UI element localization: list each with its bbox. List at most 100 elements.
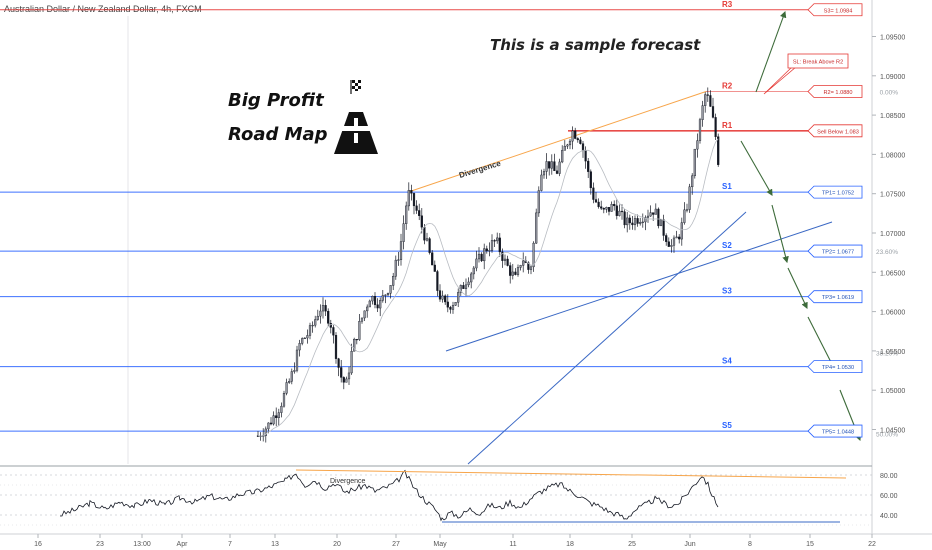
candle-body <box>581 143 585 151</box>
level-box-s4 <box>807 360 863 374</box>
level-name-s1: S1 <box>722 182 732 191</box>
candle-body <box>319 310 322 317</box>
candle-body <box>428 238 431 253</box>
level-name-r3: R3 <box>722 0 733 9</box>
level-box-r3 <box>807 3 863 17</box>
annotations: This is a sample forecast Big Profit Roa… <box>228 36 701 180</box>
candle-body <box>587 160 590 172</box>
time-axis: 16 23 13:00 Apr 7 13 20 27 May 11 18 25 Jun 8 15 22 <box>34 534 876 548</box>
candle-body <box>685 209 689 211</box>
price-tick-label: 1.09000 <box>880 74 905 81</box>
price-axis: 1.09500 1.09000 1.08500 1.08000 1.07500 1.070… <box>872 35 905 435</box>
candle-body <box>475 258 478 269</box>
level-name-r1: R1 <box>722 121 733 130</box>
candle-body <box>418 210 421 216</box>
level-box-r1 <box>807 124 863 138</box>
candle-body <box>698 119 702 141</box>
rsi-tick-label: 80.00 <box>880 473 898 480</box>
candle-body <box>381 295 384 301</box>
candle-body <box>425 238 429 241</box>
candle-body <box>711 106 715 118</box>
candle-body <box>636 218 639 224</box>
candle-body <box>498 237 501 253</box>
candle-body <box>535 212 538 244</box>
rsi-tick-label: 60.00 <box>880 493 898 500</box>
checkered-flag-icon <box>350 80 361 94</box>
support-resistance-lines: R3 R2 R1 S1 S2 S3 S4 S5 <box>0 0 812 432</box>
time-tick-label: 13 <box>271 541 279 548</box>
candle-body <box>675 236 678 239</box>
candle-body <box>561 150 564 163</box>
candle-body <box>568 140 572 146</box>
candle-body <box>470 273 473 283</box>
candle-body <box>641 221 644 223</box>
candle-body <box>553 161 556 172</box>
candle-body <box>371 296 374 302</box>
candle-body <box>555 170 559 174</box>
candle-body <box>327 310 330 324</box>
stop-loss-label: SL: Break Above R2 <box>793 60 843 66</box>
price-tick-label: 1.09500 <box>880 35 905 42</box>
candle-body <box>628 217 631 224</box>
forecast-arrow <box>787 267 808 309</box>
candle-body <box>602 208 605 210</box>
fib-label: 23.60% <box>876 249 898 256</box>
candle-body <box>662 219 665 236</box>
candle-body <box>342 377 345 383</box>
candle-body <box>529 266 533 270</box>
candle-body <box>321 305 325 312</box>
candle-body <box>607 207 611 212</box>
price-tick-label: 1.06500 <box>880 270 905 277</box>
rsi-line <box>60 469 719 522</box>
candle-body <box>678 236 681 240</box>
candle-body <box>438 290 442 300</box>
candle-body <box>454 302 457 306</box>
candle-body <box>600 206 603 209</box>
candle-body <box>376 304 379 309</box>
candle-body <box>407 190 410 207</box>
rsi-tick-label: 40.00 <box>880 513 898 520</box>
trendline-steep <box>467 211 747 465</box>
candle-body <box>355 338 358 341</box>
candle-body <box>337 358 340 368</box>
candle-body <box>704 94 707 106</box>
candle-body <box>688 186 691 210</box>
candle-body <box>420 215 423 228</box>
candle-body <box>659 219 663 227</box>
time-tick-label: 11 <box>509 541 516 548</box>
candle-body <box>368 300 371 308</box>
candle-body <box>626 217 629 226</box>
candle-body <box>394 259 397 277</box>
time-tick-label: 8 <box>748 541 752 548</box>
candle-body <box>373 296 377 305</box>
candle-body <box>485 248 488 252</box>
stop-loss-box-frame <box>787 53 849 69</box>
candle-body <box>532 242 535 268</box>
candle-body <box>672 237 676 246</box>
candle-body <box>631 222 634 226</box>
level-box-label: R2= 1.0880 <box>823 90 852 96</box>
trendline-lower <box>445 221 833 352</box>
price-tick-label: 1.05500 <box>880 349 905 356</box>
time-tick-label: 16 <box>34 541 42 548</box>
candle-body <box>340 367 343 378</box>
candle-body <box>644 217 647 223</box>
candle-body <box>592 187 595 200</box>
candle-body <box>576 138 579 141</box>
level-box-s1 <box>807 185 863 199</box>
candle-body <box>332 327 335 336</box>
divergence-label-rsi: Divergence <box>330 478 366 485</box>
candle-body <box>295 349 299 371</box>
road-map-title-line2: Road Map <box>228 124 328 145</box>
candle-body <box>290 371 293 382</box>
candles <box>256 87 720 443</box>
candle-body <box>298 343 301 351</box>
candle-body <box>397 259 400 261</box>
level-box-s3 <box>807 290 863 304</box>
road-icon <box>334 112 378 154</box>
road-map-title-line1: Big Profit <box>228 90 325 111</box>
candle-body <box>706 94 709 96</box>
time-tick-label: 15 <box>806 541 814 548</box>
candle-body <box>519 265 522 268</box>
